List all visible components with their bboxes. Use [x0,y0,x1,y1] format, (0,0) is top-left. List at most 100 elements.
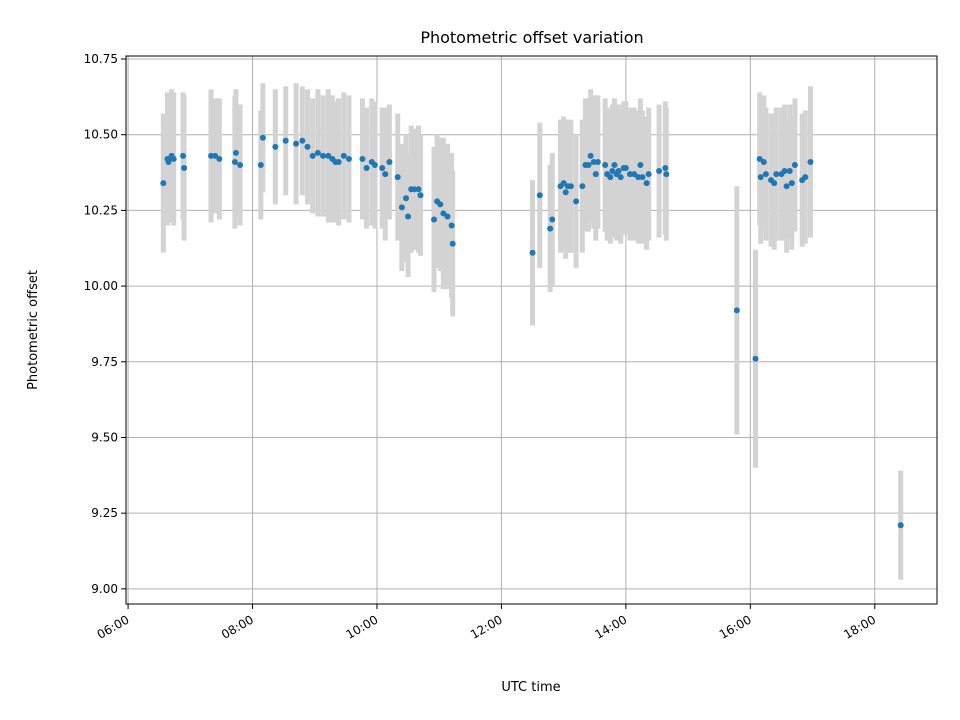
data-point [783,183,790,190]
data-point [180,152,187,159]
data-points [160,134,904,529]
data-point [587,152,594,159]
data-point [398,204,405,211]
x-tick-label: 14:00 [592,612,629,641]
data-point [359,155,366,162]
data-point [363,165,370,172]
data-point [560,180,567,187]
data-point [160,180,167,187]
data-point [802,174,809,181]
data-point [403,195,410,202]
data-point [762,171,769,178]
data-point [529,249,536,256]
data-point [325,152,332,159]
data-point [567,183,574,190]
y-tick-label: 9.75 [91,355,118,369]
data-point [212,152,219,159]
data-point [771,180,778,187]
chart-title: Photometric offset variation [420,28,643,47]
data-point [293,140,300,147]
data-point [440,210,447,217]
data-point [752,355,759,362]
x-axis-label: UTC time [501,680,560,695]
y-tick-label: 9.25 [91,506,118,520]
data-point [379,165,386,172]
y-tick-label: 10.50 [84,128,118,142]
data-point [656,168,663,175]
x-axis-ticks: 06:00 08:00 10:00 12:00 14:00 16:00 18:00 [95,604,878,642]
data-point [663,171,670,178]
x-tick-label: 16:00 [717,612,754,641]
data-point [417,192,424,199]
data-point [573,198,580,205]
data-point [282,137,289,144]
data-point [216,155,223,162]
x-tick-label: 08:00 [219,612,256,641]
data-point [231,158,238,165]
data-point [320,152,327,159]
data-point [272,143,279,150]
data-point [639,174,646,181]
y-tick-label: 10.00 [84,279,118,293]
data-point [807,158,814,165]
grid [126,56,937,604]
data-point [437,201,444,208]
data-point [405,213,412,220]
data-point [760,158,767,165]
data-point [788,180,795,187]
x-tick-label: 10:00 [344,612,381,641]
data-point [382,171,389,178]
data-point [631,171,638,178]
data-point [394,174,401,181]
x-tick-label: 06:00 [95,612,132,641]
data-point [309,152,316,159]
y-tick-label: 9.00 [91,582,118,596]
data-point [590,158,597,165]
data-point [181,165,188,172]
data-point [773,171,780,178]
data-point [257,161,264,168]
data-point [627,171,634,178]
data-point [897,522,904,529]
y-tick-label: 10.25 [84,203,118,217]
y-axis-label: Photometric offset [26,270,41,390]
data-point [415,186,422,193]
data-point [609,168,616,175]
data-point [431,216,438,223]
data-point [607,174,614,181]
data-point [208,152,215,159]
data-point [299,137,306,144]
data-point [449,240,456,247]
data-point [549,216,556,223]
data-point [411,186,418,193]
data-point [617,174,624,181]
data-point [340,152,347,159]
data-point [756,155,763,162]
data-point [791,161,798,168]
data-point [643,180,650,187]
y-tick-label: 9.50 [91,430,118,444]
plot-frame [125,55,938,605]
data-point [662,165,669,172]
x-tick-label: 12:00 [468,612,505,641]
data-point [232,149,239,156]
data-point [547,225,554,232]
data-point [786,168,793,175]
data-point [562,189,569,196]
data-point [335,158,342,165]
data-point [615,168,622,175]
data-point [304,143,311,150]
data-point [637,161,644,168]
data-point [448,222,455,229]
data-point [733,307,740,314]
data-point [602,161,609,168]
data-point [237,161,244,168]
error-bars [160,83,904,580]
data-point [170,155,177,162]
data-point [611,161,618,168]
data-point [314,149,321,156]
x-tick-label: 18:00 [841,612,878,641]
data-point [592,171,599,178]
data-point [536,192,543,199]
